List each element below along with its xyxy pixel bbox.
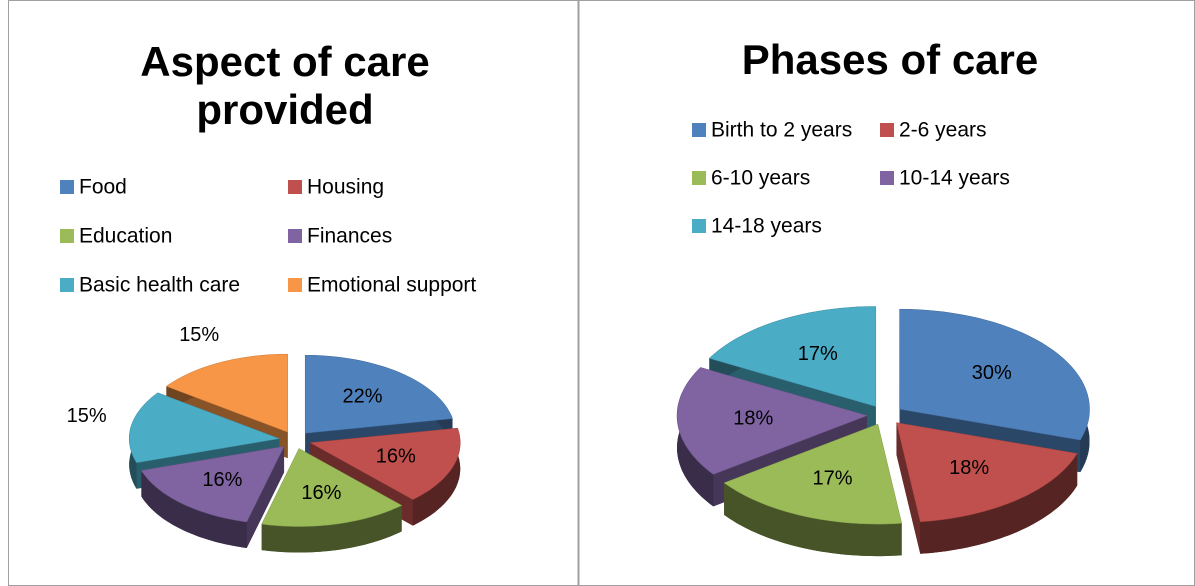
slice-top [676,367,868,475]
chart-title: Aspect of care provided [140,38,430,133]
legend-label: 2-6 years [899,119,987,142]
data-label: 18% [949,457,989,479]
slice [723,423,903,557]
slice-side [141,470,247,548]
data-label: 16% [202,469,242,491]
data-label: 16% [301,482,341,504]
data-label: 15% [179,324,219,346]
legend-swatch [692,123,706,137]
legend-swatch [880,171,894,185]
data-label: 18% [733,408,773,430]
data-label: 16% [376,445,416,467]
legend-label: Emotional support [307,274,476,297]
legend-swatch [692,171,706,185]
slice [896,422,1078,554]
legend-label: Food [79,176,127,199]
legend-label: 6-10 years [711,167,810,190]
legend-label: Basic health care [79,274,240,297]
legend-swatch [288,180,302,194]
slice-top [128,392,281,463]
slice-top [896,422,1078,523]
slice-edge [896,422,921,554]
slice-top [309,427,461,500]
legend-swatch [880,123,894,137]
slice-side [724,482,902,557]
slice-top [165,353,288,433]
slice-side [412,428,461,526]
slice-top [708,306,877,407]
legend-swatch [288,229,302,243]
data-label: 22% [343,385,383,407]
legend-swatch [60,278,74,292]
legend-label: Finances [307,225,392,248]
legend-label: 14-18 years [711,215,822,238]
legend-swatch [60,180,74,194]
legend-label: Education [79,225,172,248]
legend-label: Housing [307,176,384,199]
data-label: 30% [972,362,1012,384]
data-label: 17% [813,467,853,489]
legend-swatch [60,229,74,243]
legend-label: 10-14 years [899,167,1010,190]
data-label: 15% [67,405,107,427]
slice-top [140,446,285,523]
slice [261,448,403,553]
data-label: 17% [798,343,838,365]
legend-label: Birth to 2 years [711,119,852,142]
slice-side [920,453,1078,554]
slice-top [261,448,403,527]
slice-side [261,505,402,553]
slice [140,446,285,548]
slice-top [723,423,903,525]
legend-swatch [288,278,302,292]
legend-swatch [692,219,706,233]
slice-top [304,354,453,434]
chart-title: Phases of care [741,36,1039,83]
slice-top [899,308,1090,441]
